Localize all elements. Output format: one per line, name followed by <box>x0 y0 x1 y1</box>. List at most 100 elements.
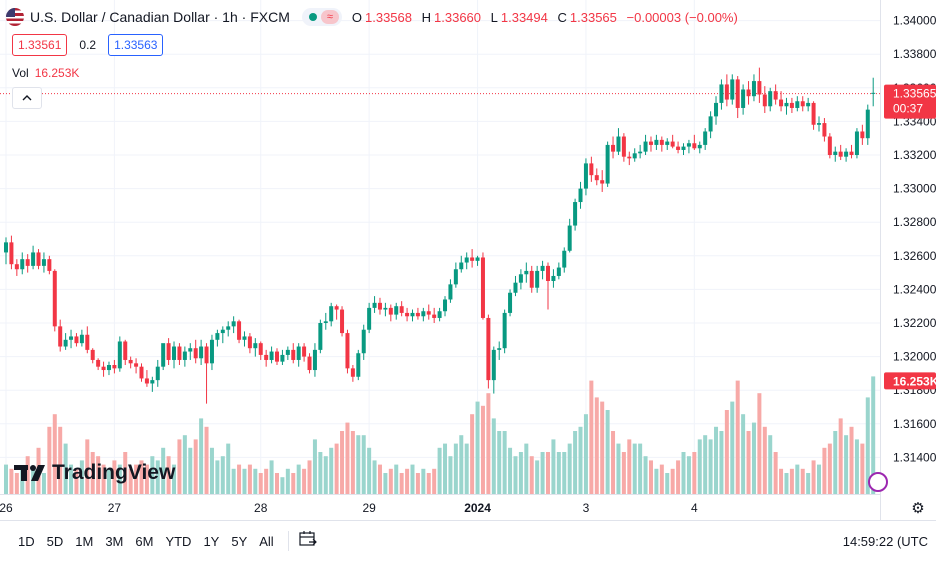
volume-bar <box>377 464 382 494</box>
timeframe-1d[interactable]: 1D <box>18 533 35 549</box>
candle-body <box>350 368 355 377</box>
volume-bar <box>540 452 545 494</box>
time-tick-label: 27 <box>108 501 122 515</box>
calendar-goto-icon[interactable] <box>299 531 317 551</box>
time-tick-label: 29 <box>362 501 376 515</box>
candle-body <box>746 89 751 97</box>
price-tick-label: 1.34000 <box>893 14 936 28</box>
candle-body <box>199 346 204 359</box>
candle-body <box>529 270 534 288</box>
volume-bar <box>220 456 225 494</box>
volume-bar <box>708 439 713 494</box>
volume-bar <box>546 452 550 494</box>
volume-bar <box>79 460 84 494</box>
price-tick-label: 1.33000 <box>893 182 936 196</box>
candle-body <box>513 282 518 293</box>
candle-body <box>751 81 756 97</box>
timeframe-1y[interactable]: 1Y <box>203 533 220 549</box>
volume-bar <box>63 443 68 494</box>
candle-body <box>69 336 74 340</box>
time-tick-label: 26 <box>0 501 13 515</box>
timeframe-5y[interactable]: 5Y <box>231 533 248 549</box>
volume-bar <box>773 452 778 494</box>
price-tick-label: 1.32600 <box>893 249 936 263</box>
market-status-pill[interactable]: ≈ <box>301 8 342 26</box>
volume-tag-label: 16.253K <box>893 374 936 388</box>
candle-body <box>654 139 659 145</box>
price-tick-label: 1.32400 <box>893 282 936 296</box>
volume-bar <box>535 460 540 494</box>
timeframe-6m[interactable]: 6M <box>135 533 154 549</box>
volume-bar <box>730 401 735 494</box>
candle-body <box>556 267 561 276</box>
candle-body <box>172 346 177 360</box>
volume-bar <box>491 418 496 494</box>
volume-bar <box>779 468 784 494</box>
volume-bar <box>817 464 821 494</box>
candle-body <box>822 123 827 137</box>
candle-body <box>784 102 789 107</box>
candle-body <box>209 339 214 364</box>
candle-body <box>177 346 182 360</box>
volume-bar <box>735 380 740 494</box>
logo-text: TradingView <box>52 461 176 484</box>
candle-body <box>638 151 643 154</box>
volume-bar <box>827 443 832 494</box>
tradingview-logo[interactable]: TradingView <box>14 461 175 485</box>
spread-value: 0.2 <box>79 38 97 52</box>
timeframe-3m[interactable]: 3M <box>105 533 124 549</box>
volume-bar <box>562 452 567 494</box>
volume-bar <box>90 452 95 494</box>
volume-bar <box>871 376 876 494</box>
candle-body <box>573 202 578 226</box>
volume-bar <box>643 456 648 494</box>
candle-body <box>480 257 485 318</box>
candle-body <box>150 380 155 384</box>
settings-gear-icon[interactable]: ⚙ <box>911 500 925 517</box>
volume-value: 16.253K <box>34 66 80 80</box>
candle-body <box>443 299 448 312</box>
volume-bar <box>41 473 46 494</box>
volume-bar <box>497 431 502 494</box>
candle-body <box>356 353 361 377</box>
collapse-legend-button[interactable] <box>12 87 42 109</box>
candle-body <box>345 333 350 369</box>
timeframe-ytd[interactable]: YTD <box>165 533 192 549</box>
timeframe-5d[interactable]: 5D <box>46 533 64 549</box>
volume-bar <box>410 464 415 494</box>
volume-bar <box>117 464 122 494</box>
volume-bar <box>583 414 588 494</box>
tradingview-round-icon[interactable] <box>868 472 888 492</box>
volume-bar <box>144 464 149 494</box>
candle-body <box>415 312 420 317</box>
symbol-title[interactable]: U.S. Dollar / Canadian Dollar · 1h · FXC… <box>30 9 290 25</box>
candle-body <box>237 321 242 340</box>
volume-bar <box>551 439 556 494</box>
utc-clock[interactable]: 14:59:22 (UTC <box>842 534 928 549</box>
candlestick-chart[interactable]: 1.340001.338001.336001.334001.332001.330… <box>0 0 936 520</box>
price-tick-label: 1.32200 <box>893 316 936 330</box>
candle-body <box>226 326 231 330</box>
candle-body <box>648 141 653 145</box>
candle-body <box>58 326 63 347</box>
sell-button[interactable]: 1.33561 <box>12 34 68 56</box>
last-price-tag <box>884 84 936 119</box>
volume-bar <box>459 435 464 494</box>
buy-button[interactable]: 1.33563 <box>108 34 164 56</box>
timeframe-1m[interactable]: 1M <box>75 533 94 549</box>
candle-body <box>405 312 410 317</box>
timeframe-all[interactable]: All <box>259 533 274 549</box>
volume-bar <box>340 431 345 494</box>
candle-body <box>318 323 323 350</box>
volume-bar <box>280 477 285 494</box>
us-flag-icon <box>6 8 24 26</box>
volume-bar <box>524 443 529 494</box>
volume-bar <box>486 393 491 494</box>
volume-bar <box>329 447 334 494</box>
candle-body <box>730 79 735 100</box>
volume-bar <box>480 405 485 494</box>
candle-body <box>296 346 301 360</box>
candle-body <box>594 175 599 181</box>
candle-body <box>643 141 648 152</box>
candle-body <box>432 314 437 318</box>
